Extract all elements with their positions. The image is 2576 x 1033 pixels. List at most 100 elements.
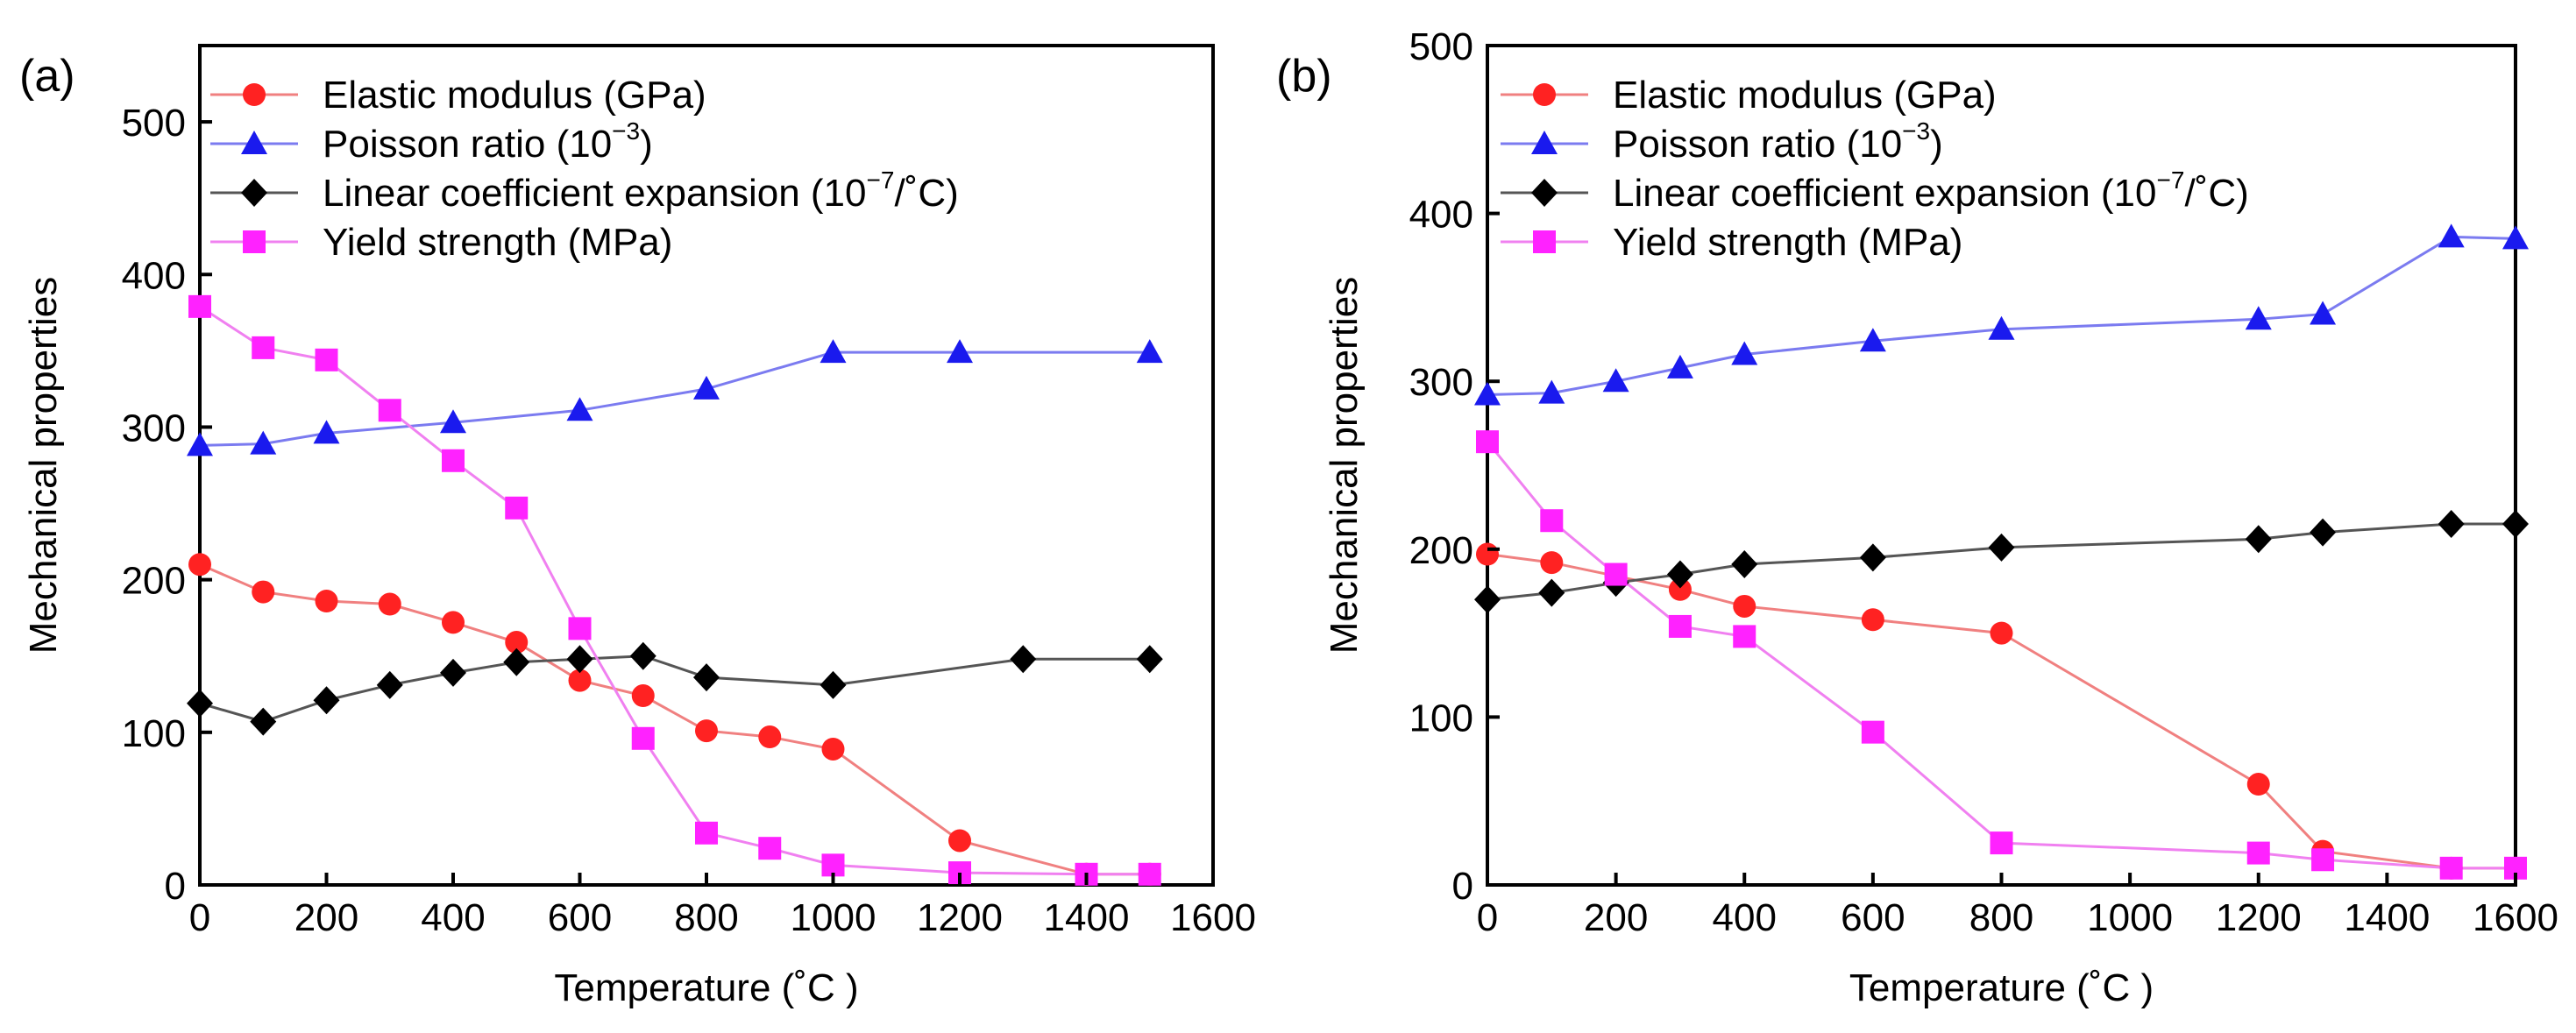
data-point xyxy=(1666,560,1693,589)
series-line-3 xyxy=(199,305,1150,876)
data-point xyxy=(1474,585,1501,614)
data-point xyxy=(1538,379,1565,404)
legend-label: Yield strength (MPa) xyxy=(1613,221,1962,264)
panel-a: (a) 0 200 400 600 800 1000 1200 1400 1600 0 100 200 3… xyxy=(19,44,1256,1009)
x-axis-label: Temperature (˚C ) xyxy=(554,966,858,1009)
data-point xyxy=(1859,328,1886,352)
data-point xyxy=(378,592,401,616)
legend-unit: /˚C) xyxy=(2184,172,2248,215)
series-markers-1 xyxy=(1474,223,2529,406)
y-tick-label: 300 xyxy=(1409,361,1473,404)
legend-item: Poisson ratio (10−3) xyxy=(210,117,653,166)
legend-item: Yield strength (MPa) xyxy=(1501,221,1962,264)
data-point xyxy=(758,725,782,749)
legend-label: Poisson ratio (10−3) xyxy=(323,117,653,166)
data-point xyxy=(313,420,340,444)
y-tick-label: 500 xyxy=(122,102,186,145)
data-point xyxy=(315,348,338,371)
data-point xyxy=(1988,315,2015,340)
x-tick-label: 1600 xyxy=(1170,896,1256,939)
data-point xyxy=(505,631,529,654)
x-tick-label: 1000 xyxy=(2087,896,2173,939)
data-point xyxy=(566,645,593,674)
data-point xyxy=(1540,551,1564,575)
data-point xyxy=(440,409,466,434)
y-tick-label: 100 xyxy=(122,712,186,755)
x-tick-label: 0 xyxy=(1477,896,1498,939)
series-markers-0 xyxy=(188,553,1161,886)
data-point xyxy=(1990,621,2013,645)
legend-unit: /˚C) xyxy=(894,172,958,215)
data-point xyxy=(758,837,782,860)
data-point xyxy=(821,737,845,761)
legend-superscript: −3 xyxy=(612,117,640,145)
data-point xyxy=(820,670,847,699)
data-point xyxy=(693,663,720,692)
legend-item: Poisson ratio (10−3) xyxy=(1501,117,1943,166)
data-point xyxy=(250,707,277,736)
data-point xyxy=(1010,645,1037,674)
data-point xyxy=(1731,550,1758,579)
data-point xyxy=(1138,862,1161,886)
series-line-1 xyxy=(199,350,1150,447)
data-point xyxy=(1861,608,1884,632)
x-tick-label: 1400 xyxy=(2344,896,2430,939)
legend-unit: ) xyxy=(1930,123,1943,166)
x-tick-label: 1400 xyxy=(1044,896,1130,939)
data-point xyxy=(695,719,718,743)
data-point xyxy=(2246,773,2270,796)
data-point xyxy=(629,641,656,670)
legend-marker xyxy=(241,131,267,154)
y-tick-label: 500 xyxy=(1409,25,1473,68)
data-point xyxy=(252,336,275,359)
data-point xyxy=(1988,533,2015,562)
data-point xyxy=(2438,223,2465,248)
x-tick-label: 800 xyxy=(674,896,738,939)
y-tick-label: 200 xyxy=(1409,529,1473,572)
legend: Elastic modulus (GPa)Poisson ratio (10−3… xyxy=(1501,74,2249,264)
data-point xyxy=(2246,841,2270,865)
x-tick-label: 1200 xyxy=(917,896,1003,939)
data-point xyxy=(2438,510,2465,539)
data-point xyxy=(187,689,213,718)
data-point xyxy=(1538,578,1565,607)
data-point xyxy=(568,617,592,640)
data-point xyxy=(376,670,403,699)
data-point xyxy=(1136,339,1163,364)
legend-marker xyxy=(241,179,267,207)
data-point xyxy=(1731,341,1758,365)
data-point xyxy=(695,821,718,845)
x-axis-label: Temperature (˚C ) xyxy=(1849,966,2154,1009)
series-markers-2 xyxy=(187,641,1163,736)
data-point xyxy=(1602,368,1629,393)
panel-label: (b) xyxy=(1276,51,1332,102)
x-tick-label: 200 xyxy=(295,896,358,939)
data-point xyxy=(2245,306,2272,330)
series-line-0 xyxy=(199,562,1150,876)
series-line-2 xyxy=(199,654,1150,724)
y-axis-label: Mechanical properties xyxy=(1323,277,1366,654)
legend-item: Linear coefficient expansion (10−7/˚C) xyxy=(210,166,959,215)
data-point xyxy=(378,399,401,422)
data-point xyxy=(1990,831,2013,855)
y-tick-label: 400 xyxy=(1409,194,1473,237)
y-tick-label: 200 xyxy=(122,560,186,603)
data-point xyxy=(505,496,529,520)
panel-label: (a) xyxy=(19,51,75,102)
data-point xyxy=(250,430,277,455)
y-tick-label: 0 xyxy=(165,865,186,908)
data-point xyxy=(1474,381,1501,406)
data-point xyxy=(820,339,847,364)
data-point xyxy=(566,397,593,421)
legend-marker xyxy=(1533,83,1556,106)
data-point xyxy=(440,658,466,687)
data-point xyxy=(1733,594,1756,618)
legend-marker xyxy=(1533,230,1556,253)
series-line-0 xyxy=(1487,553,2516,870)
y-tick-label: 400 xyxy=(122,254,186,297)
data-point xyxy=(1668,577,1692,601)
legend-label: Poisson ratio (10−3) xyxy=(1613,117,1943,166)
data-point xyxy=(631,726,655,750)
series-markers-3 xyxy=(1476,430,2527,880)
